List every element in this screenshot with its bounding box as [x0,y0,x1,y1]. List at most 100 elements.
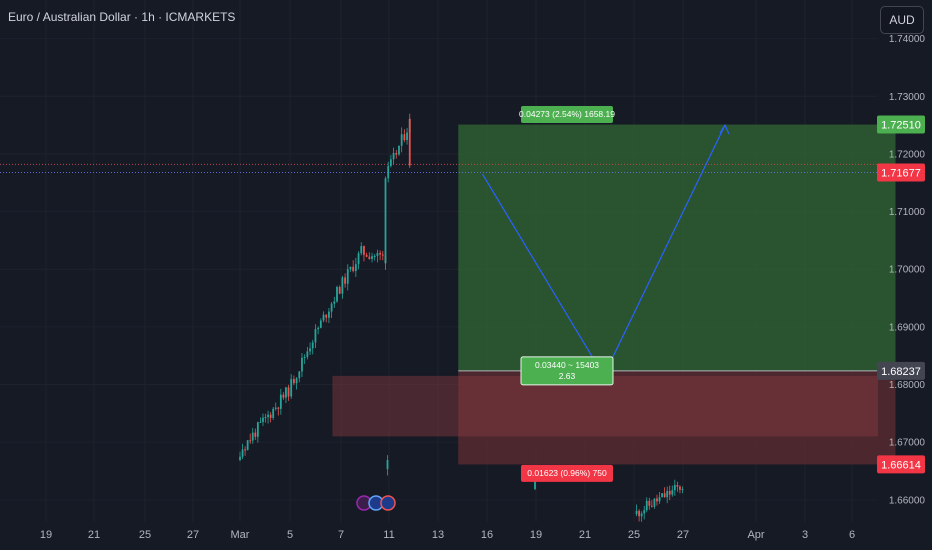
price-tick-label: 1.74000 [889,34,926,45]
time-tick-label: 21 [579,529,591,541]
candle [666,486,669,504]
candle [354,257,357,277]
time-tick-label: 27 [187,529,199,541]
time-tick-label: 19 [530,529,542,541]
candle [392,147,395,165]
candle [306,346,309,360]
target-label-text: 0.04273 (2.54%) 1658.19 [519,109,615,119]
candle [319,318,322,329]
loss-zone[interactable] [458,370,896,465]
candle [640,511,643,522]
candle [317,326,320,335]
candle [246,440,249,451]
currency-button[interactable]: AUD [880,6,924,34]
time-tick-label: 3 [802,529,808,541]
candle [282,392,285,400]
candle [643,505,646,520]
candle [650,500,653,508]
candle [357,251,360,270]
entry-label-text: 0.03440 ~ 15403 [535,360,599,370]
candle [336,285,338,303]
price-tick-label: 1.69000 [889,322,926,333]
candle [309,342,311,356]
candle [671,485,674,497]
candle [287,384,290,401]
price-badge-stop: 1.66614 [877,455,925,474]
price-tick-label: 1.72000 [889,149,926,160]
candle [656,494,658,506]
candle [384,231,387,264]
demand-zone[interactable] [332,375,879,437]
candle [365,252,368,258]
profit-zone[interactable] [458,124,896,371]
candle [371,252,373,263]
time-tick-label: 13 [432,529,444,541]
price-tick-label: 1.73000 [889,92,926,103]
svg-text:1.66614: 1.66614 [881,459,921,471]
candle [262,413,264,426]
candle [285,386,287,403]
candle [352,260,355,273]
entry-label-text: 2.63 [559,371,576,381]
svg-text:1.72510: 1.72510 [881,120,921,132]
candle [333,296,336,308]
event-icons[interactable] [356,495,396,511]
candle [408,152,411,168]
time-tick-label: 6 [849,529,855,541]
time-tick-label: 21 [88,529,100,541]
price-badge-entry: 1.68237 [877,361,925,380]
price-badge-current: 1.71677 [877,163,925,182]
candle [668,485,671,501]
candle [341,275,344,299]
price-tick-label: 1.70000 [889,265,926,276]
candle [376,249,379,263]
au-flag-icon[interactable] [380,495,396,511]
candle [290,374,293,399]
candle [661,493,663,498]
candle [295,377,298,390]
candle [251,427,254,444]
candle [264,413,267,423]
candle [386,455,389,476]
candle [638,509,641,522]
candle [298,370,301,383]
time-axis[interactable]: 19 21 25 27 Mar 5 7 11 13 16 19 21 25 27 Apr 3 6 [40,529,855,541]
candle [658,492,661,504]
price-tick-label: 1.68000 [889,380,926,391]
candle [269,412,272,423]
time-tick-label: Apr [747,529,764,541]
candle [398,145,400,156]
candle [395,150,398,159]
target-label: 0.04273 (2.54%) 1658.19 [519,106,615,124]
time-tick-label: 25 [139,529,151,541]
candle [389,154,392,168]
time-tick-label: 16 [481,529,493,541]
candle [373,253,376,261]
svg-text:1.68237: 1.68237 [881,366,921,378]
candle [360,242,363,256]
candle [311,339,314,355]
candle [277,406,280,416]
candle [259,417,262,423]
candle [338,285,341,295]
candle [635,504,638,517]
candle [279,388,282,415]
candle [379,250,382,261]
arrow-head-icon [719,123,730,135]
candle [346,264,349,291]
time-tick-label: 25 [628,529,640,541]
candle [328,307,330,323]
candle [384,176,387,214]
candle [648,497,651,510]
candle [381,251,384,261]
time-tick-label: 5 [287,529,293,541]
candle [256,421,259,443]
candle [349,266,352,272]
price-axis[interactable]: 1.74000 1.73000 1.72000 1.71000 1.70000 1.690… [877,34,925,506]
candle [292,375,295,386]
candle [653,498,656,509]
candle [676,481,679,492]
candle [314,324,317,349]
candle [344,273,346,288]
